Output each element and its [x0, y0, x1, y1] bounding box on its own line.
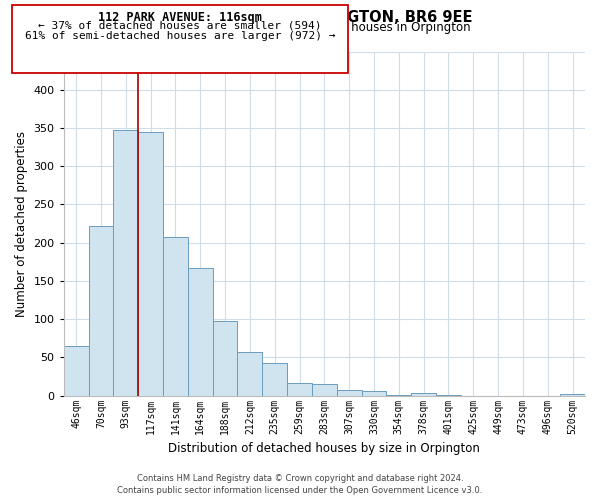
Bar [212, 322, 238, 396]
Text: 61% of semi-detached houses are larger (972) →: 61% of semi-detached houses are larger (… [25, 31, 335, 41]
Bar [188, 268, 212, 396]
Bar [411, 394, 436, 396]
Text: ← 37% of detached houses are smaller (594): ← 37% of detached houses are smaller (59… [38, 21, 322, 31]
Bar [89, 226, 113, 396]
Bar [287, 384, 312, 396]
Y-axis label: Number of detached properties: Number of detached properties [15, 130, 28, 316]
Bar [138, 132, 163, 396]
X-axis label: Distribution of detached houses by size in Orpington: Distribution of detached houses by size … [169, 442, 480, 455]
Text: Size of property relative to detached houses in Orpington: Size of property relative to detached ho… [130, 21, 470, 34]
Bar [113, 130, 138, 396]
Bar [163, 236, 188, 396]
Bar [386, 395, 411, 396]
Text: Contains HM Land Registry data © Crown copyright and database right 2024.
Contai: Contains HM Land Registry data © Crown c… [118, 474, 482, 495]
Text: 112, PARK AVENUE, ORPINGTON, BR6 9EE: 112, PARK AVENUE, ORPINGTON, BR6 9EE [128, 10, 472, 25]
Bar [362, 391, 386, 396]
Bar [560, 394, 585, 396]
Bar [238, 352, 262, 396]
Bar [262, 363, 287, 396]
Bar [337, 390, 362, 396]
Text: 112 PARK AVENUE: 116sqm: 112 PARK AVENUE: 116sqm [98, 11, 262, 24]
Bar [64, 346, 89, 396]
Bar [312, 384, 337, 396]
Bar [436, 395, 461, 396]
